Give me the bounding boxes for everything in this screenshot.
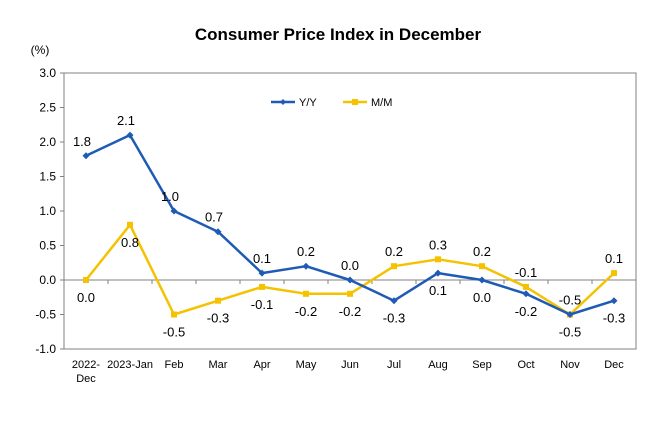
data-point-yy bbox=[302, 262, 310, 270]
x-tick-label: Dec bbox=[604, 359, 624, 371]
chart-title: Consumer Price Index in December bbox=[195, 25, 482, 44]
x-tick-label: Mar bbox=[209, 359, 228, 371]
data-label-mm: 0.3 bbox=[429, 237, 447, 252]
data-point-mm bbox=[611, 270, 617, 277]
legend-marker bbox=[280, 99, 286, 105]
data-label-yy: 0.1 bbox=[253, 251, 271, 266]
y-tick-label: 3.0 bbox=[39, 66, 56, 80]
y-tick-label: 0.5 bbox=[39, 239, 56, 253]
y-tick-label: -0.5 bbox=[35, 308, 56, 322]
legend-label-yy: Y/Y bbox=[299, 97, 317, 109]
x-tick-label: Apr bbox=[253, 359, 270, 371]
data-label-yy: 0.0 bbox=[341, 258, 359, 273]
x-tick-label: Jun bbox=[341, 359, 359, 371]
data-label-mm: -0.2 bbox=[295, 304, 317, 319]
x-tick-label: Sep bbox=[472, 359, 492, 371]
y-tick-label: 0.0 bbox=[39, 273, 56, 287]
data-label-yy: 0.7 bbox=[205, 210, 223, 225]
data-label-mm: -0.1 bbox=[515, 265, 537, 280]
data-label-yy: -0.5 bbox=[559, 325, 581, 340]
x-tick-label: Feb bbox=[165, 359, 184, 371]
data-point-yy bbox=[566, 311, 574, 318]
data-point-yy bbox=[390, 297, 398, 305]
x-tick-label: Nov bbox=[560, 359, 580, 371]
data-point-mm bbox=[303, 290, 309, 297]
x-tick-label: May bbox=[296, 359, 317, 371]
x-tick-label: Dec bbox=[76, 373, 96, 385]
data-point-yy bbox=[258, 269, 266, 277]
data-label-mm: 0.2 bbox=[385, 244, 403, 259]
data-label-mm: 0.2 bbox=[473, 244, 491, 259]
data-point-mm bbox=[127, 221, 133, 228]
x-tick-label: 2022- bbox=[72, 359, 100, 371]
x-tick-label: Jul bbox=[387, 359, 401, 371]
axes: -1.0 -0.5 0.0 0.5 1.0 1.5 2.0 2.5 3.0 2022- Dec 202… bbox=[35, 66, 637, 385]
data-label-yy: 0.1 bbox=[429, 283, 447, 298]
data-point-mm bbox=[347, 290, 353, 297]
data-labels: 1.8 2.1 1.0 0.7 0.1 0.2 0.0 -0.3 0.1 0.0 -0.2 -0.5 -… bbox=[73, 113, 625, 339]
data-point-mm bbox=[83, 277, 89, 283]
data-label-mm: -0.1 bbox=[251, 297, 273, 312]
data-point-yy bbox=[82, 152, 90, 160]
series-line-yy bbox=[85, 133, 615, 316]
data-point-yy bbox=[346, 276, 354, 284]
data-label-yy: -0.3 bbox=[603, 311, 625, 326]
data-point-mm bbox=[523, 283, 529, 290]
data-point-mm bbox=[479, 263, 485, 270]
y-tick-label: 2.0 bbox=[39, 135, 56, 149]
y-tick-label: 1.5 bbox=[39, 170, 56, 184]
data-point-mm bbox=[435, 256, 441, 263]
data-point-mm bbox=[391, 263, 397, 270]
x-tick-label: 2023-Jan bbox=[107, 359, 153, 371]
data-point-yy bbox=[610, 297, 618, 305]
x-tick-label: Oct bbox=[517, 359, 534, 371]
data-label-mm: -0.2 bbox=[339, 304, 361, 319]
data-label-yy: 2.1 bbox=[117, 113, 135, 128]
data-point-mm bbox=[215, 297, 221, 304]
y-tick-label: -1.0 bbox=[35, 342, 56, 356]
data-point-yy bbox=[478, 276, 486, 284]
legend: Y/Y M/M bbox=[271, 97, 392, 109]
data-point-yy bbox=[126, 131, 134, 139]
y-tick-label: 1.0 bbox=[39, 204, 56, 218]
data-point-yy bbox=[434, 269, 442, 277]
legend-label-mm: M/M bbox=[371, 97, 392, 109]
data-label-yy: -0.3 bbox=[383, 311, 405, 326]
y-axis-unit: (%) bbox=[31, 43, 50, 57]
data-label-yy: 0.2 bbox=[297, 244, 315, 259]
data-label-yy: 0.0 bbox=[473, 290, 491, 305]
data-label-mm: -0.5 bbox=[163, 325, 185, 340]
legend-marker bbox=[352, 99, 358, 105]
data-label-yy: 1.0 bbox=[161, 189, 179, 204]
data-label-yy: -0.2 bbox=[515, 304, 537, 319]
data-label-mm: -0.3 bbox=[207, 311, 229, 326]
data-label-mm: 0.0 bbox=[77, 290, 95, 305]
x-tick-label: Aug bbox=[428, 359, 448, 371]
data-point-mm bbox=[259, 283, 265, 290]
y-tick-label: 2.5 bbox=[39, 101, 56, 115]
data-point-mm bbox=[171, 311, 177, 318]
data-label-mm: 0.8 bbox=[121, 235, 139, 250]
data-label-mm: 0.1 bbox=[605, 251, 623, 266]
data-point-yy bbox=[214, 228, 222, 236]
data-point-yy bbox=[170, 207, 178, 215]
series-layer bbox=[82, 131, 618, 318]
data-point-yy bbox=[522, 290, 530, 298]
data-label-yy: 1.8 bbox=[73, 134, 91, 149]
data-label-mm: -0.5 bbox=[559, 293, 581, 308]
